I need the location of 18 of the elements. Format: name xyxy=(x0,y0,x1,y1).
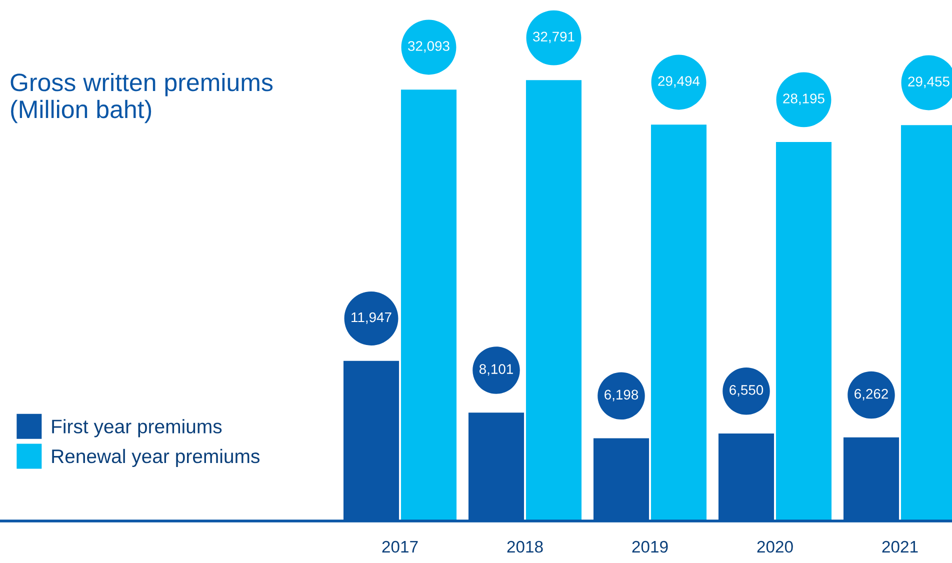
data-label: 6,550 xyxy=(730,385,764,397)
x-tick-label: 2019 xyxy=(632,540,668,553)
x-tick-label: 2017 xyxy=(382,540,418,553)
data-label: 29,455 xyxy=(908,76,950,88)
x-tick-label: 2021 xyxy=(882,540,918,553)
chart-title: Gross written premiums (Million baht) xyxy=(10,72,273,124)
data-label: 11,947 xyxy=(352,312,392,324)
legend-label: Renewal year premiums xyxy=(52,448,260,468)
data-label: 6,262 xyxy=(854,388,888,400)
x-tick-label: 2020 xyxy=(757,540,793,553)
data-label: 6,198 xyxy=(604,390,638,402)
data-label: 8,101 xyxy=(479,364,513,376)
data-label: 32,791 xyxy=(533,32,574,44)
data-label: 29,494 xyxy=(658,76,700,88)
data-label: 32,093 xyxy=(408,41,450,53)
data-label: 28,195 xyxy=(783,94,824,106)
legend-label: First year premiums xyxy=(52,419,222,438)
x-tick-label: 2018 xyxy=(507,540,543,553)
